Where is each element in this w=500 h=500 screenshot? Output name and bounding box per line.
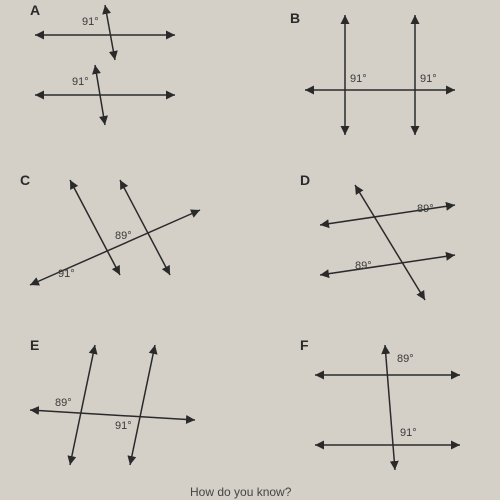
panel-e: E 89° 91° <box>0 335 250 490</box>
angle-c-top: 89° <box>115 230 132 242</box>
angle-f-bottom: 91° <box>400 427 417 439</box>
angle-e-right: 91° <box>115 420 132 432</box>
angle-c-bottom: 91° <box>58 268 75 280</box>
angle-d-top: 89° <box>417 203 434 215</box>
angle-b-right: 91° <box>420 73 437 85</box>
panel-b: B 91° 91° <box>280 0 480 160</box>
angle-e-left: 89° <box>55 397 72 409</box>
angle-b-left: 91° <box>350 73 367 85</box>
angle-f-top: 89° <box>397 353 414 365</box>
panel-f: F 89° 91° <box>290 335 490 490</box>
bottom-text: How do you know? <box>190 485 291 499</box>
panel-a: A 91° 91° <box>0 0 250 160</box>
panel-c: C 89° 91° <box>0 170 250 325</box>
angle-d-bottom: 89° <box>355 260 372 272</box>
angle-a-bottom: 91° <box>72 76 89 88</box>
angle-a-top: 91° <box>82 16 99 28</box>
panel-d: D 89° 89° <box>290 170 490 325</box>
